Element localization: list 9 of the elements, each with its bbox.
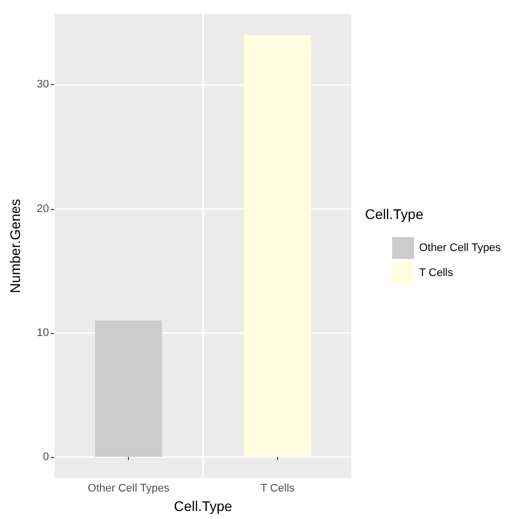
legend-label: Other Cell Types: [419, 242, 502, 254]
y-tick-label: 10: [36, 326, 49, 339]
x-axis-title: Cell.Type: [174, 498, 232, 514]
legend-label: T Cells: [419, 267, 454, 279]
y-tick-label: 30: [36, 78, 49, 91]
y-tick-label: 0: [42, 450, 49, 463]
y-axis-title: Number.Genes: [7, 198, 23, 294]
y-tick-label: 20: [36, 202, 49, 215]
legend-title: Cell.Type: [365, 206, 424, 222]
